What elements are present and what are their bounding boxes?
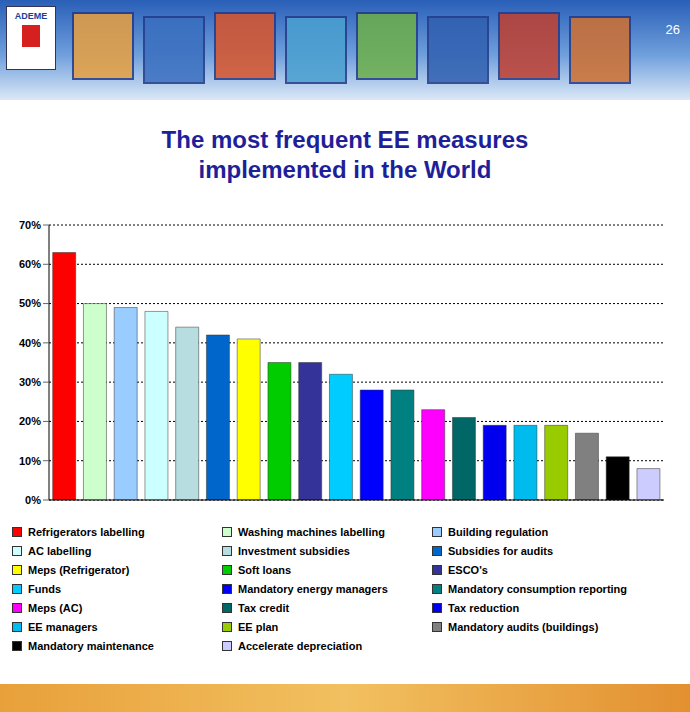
html-text:Washing machines labelling: Washing machines labelling xyxy=(238,526,385,538)
html-text:Accelerate depreciation: Accelerate depreciation xyxy=(238,640,363,652)
html-text:Refrigerators labelling: Refrigerators labelling xyxy=(28,526,145,538)
html-text:Soft loans: Soft loans xyxy=(238,564,292,576)
svg-text:50%: 50% xyxy=(19,297,41,309)
svg-text:10%: 10% xyxy=(19,455,41,467)
html-text:ADEME: ADEME xyxy=(14,11,48,21)
html-text:AC labelling: AC labelling xyxy=(28,545,92,557)
html-text:Meps (Refrigerator): Meps (Refrigerator) xyxy=(28,564,130,576)
html-text:Tax credit: Tax credit xyxy=(238,602,290,614)
html-text:Mandatory consumption reportin: Mandatory consumption reporting xyxy=(448,583,628,595)
html-text:Funds: Funds xyxy=(28,583,61,595)
html-text:EE plan: EE plan xyxy=(238,621,279,633)
svg-text:70%: 70% xyxy=(19,219,41,231)
html-text:The most frequent EE measures: The most frequent EE measures implemente… xyxy=(161,126,529,183)
html-text:Building regulation: Building regulation xyxy=(448,526,549,538)
svg-text:0%: 0% xyxy=(25,494,41,506)
html-text:Meps (AC): Meps (AC) xyxy=(28,602,83,614)
html-text:Investment subsidies: Investment subsidies xyxy=(238,545,350,557)
svg-text:20%: 20% xyxy=(19,415,41,427)
html-text:Mandatory maintenance: Mandatory maintenance xyxy=(28,640,154,652)
svg-text:40%: 40% xyxy=(19,337,41,349)
html-text:ESCO's: ESCO's xyxy=(448,564,488,576)
html-text:Mandatory audits (buildings): Mandatory audits (buildings) xyxy=(448,621,599,633)
html-text:Tax reduction: Tax reduction xyxy=(448,602,520,614)
svg-text:60%: 60% xyxy=(19,258,41,270)
html-text:Mandatory energy managers: Mandatory energy managers xyxy=(238,583,388,595)
html-text:26: 26 xyxy=(665,22,680,37)
html-text:Subsidies for audits: Subsidies for audits xyxy=(448,545,554,557)
svg-text:30%: 30% xyxy=(19,376,41,388)
html-text:EE managers: EE managers xyxy=(28,621,98,633)
